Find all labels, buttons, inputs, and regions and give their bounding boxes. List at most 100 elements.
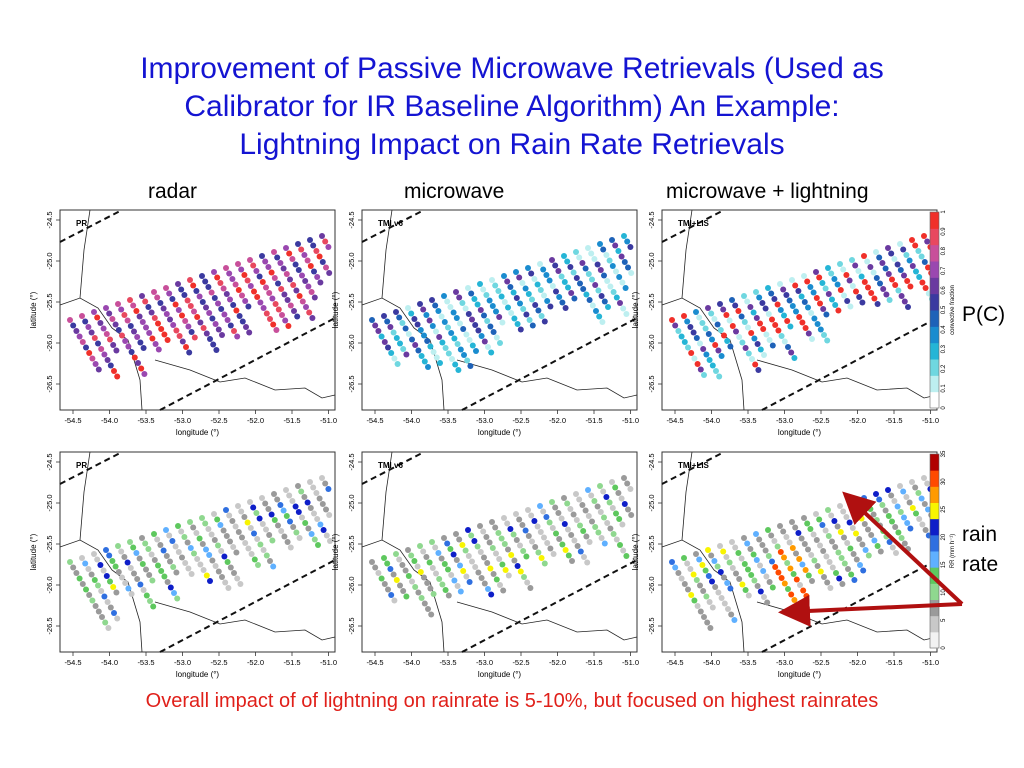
data-point <box>393 335 400 341</box>
data-point <box>811 315 818 322</box>
data-point <box>489 277 495 283</box>
data-point <box>441 535 447 541</box>
data-point <box>706 599 713 605</box>
data-point <box>520 548 527 554</box>
data-point <box>591 256 598 262</box>
data-point <box>580 286 587 292</box>
data-point <box>67 317 73 323</box>
data-point <box>166 290 173 297</box>
y-tick-label: -26.0 <box>347 576 356 593</box>
data-point <box>553 530 559 537</box>
x-tick-label: -54.0 <box>703 416 720 425</box>
data-point <box>921 475 927 481</box>
data-point <box>714 321 721 328</box>
data-point <box>150 603 157 610</box>
data-point <box>561 521 568 527</box>
data-point <box>687 324 694 330</box>
data-point <box>733 328 739 335</box>
colorbar-swatch <box>930 277 939 295</box>
data-point <box>219 574 225 580</box>
data-point <box>885 245 891 251</box>
data-point <box>573 249 579 255</box>
data-point <box>541 318 548 325</box>
data-point <box>262 258 269 265</box>
data-point <box>549 257 555 263</box>
data-point <box>263 284 269 291</box>
data-point <box>894 503 901 510</box>
data-point <box>492 282 499 289</box>
data-point <box>209 315 216 322</box>
y-tick-label: -24.5 <box>647 453 656 470</box>
colorbar-swatch <box>930 359 939 376</box>
data-point <box>325 486 332 492</box>
data-point <box>188 571 195 577</box>
data-point <box>717 301 723 307</box>
x-axis-label: longitude (°) <box>478 428 522 437</box>
data-point <box>203 330 210 337</box>
data-point <box>785 344 791 350</box>
data-point <box>777 307 784 313</box>
data-point <box>466 337 473 343</box>
data-point <box>601 298 608 305</box>
data-point <box>400 346 407 352</box>
data-point <box>287 544 294 551</box>
data-point <box>378 333 385 340</box>
data-point <box>442 587 449 593</box>
data-point <box>122 580 129 586</box>
data-point <box>220 527 227 534</box>
column-label-radar: radar <box>148 180 198 203</box>
data-point <box>808 552 815 558</box>
data-point <box>723 312 730 318</box>
data-point <box>124 317 131 324</box>
x-tick-label: -54.5 <box>366 416 383 425</box>
y-tick-label: -24.5 <box>347 211 356 228</box>
data-point <box>480 286 487 293</box>
data-point <box>769 342 776 349</box>
data-point <box>895 287 902 294</box>
data-point <box>485 586 491 592</box>
data-point <box>229 518 236 524</box>
data-point <box>621 259 628 265</box>
data-point <box>265 506 272 512</box>
data-point <box>672 564 679 571</box>
data-point <box>417 569 424 575</box>
data-point <box>835 549 842 556</box>
data-point <box>387 566 394 572</box>
data-point <box>163 311 170 317</box>
data-point <box>786 297 793 304</box>
data-point <box>457 562 463 569</box>
data-point <box>164 337 171 343</box>
data-point <box>256 515 263 522</box>
data-point <box>865 552 872 559</box>
data-point <box>181 292 188 298</box>
data-point <box>239 534 245 541</box>
data-point <box>826 559 833 565</box>
x-tick-label: -51.5 <box>885 658 902 667</box>
data-point <box>821 332 827 338</box>
data-point <box>125 585 132 592</box>
x-tick-label: -54.5 <box>666 658 683 667</box>
colorbar-tick-label: 5 <box>941 618 947 622</box>
data-point <box>253 268 260 274</box>
data-point <box>754 583 761 589</box>
data-point <box>235 287 242 293</box>
data-point <box>307 505 314 511</box>
data-point <box>435 308 442 314</box>
data-point <box>862 547 869 553</box>
data-point <box>251 288 257 295</box>
data-point <box>721 600 728 607</box>
x-axis-label: longitude (°) <box>778 428 822 437</box>
data-point <box>501 515 507 521</box>
data-point <box>861 521 868 527</box>
data-point <box>173 327 180 334</box>
data-point <box>247 257 253 263</box>
data-point <box>169 296 176 302</box>
data-point <box>764 599 771 606</box>
data-point <box>104 599 111 605</box>
data-point <box>219 332 225 338</box>
data-point <box>161 331 168 338</box>
data-point <box>303 304 309 310</box>
colorbar-swatch <box>930 470 939 487</box>
panel-tag: TMI v6 <box>378 461 403 470</box>
data-point <box>589 276 595 283</box>
